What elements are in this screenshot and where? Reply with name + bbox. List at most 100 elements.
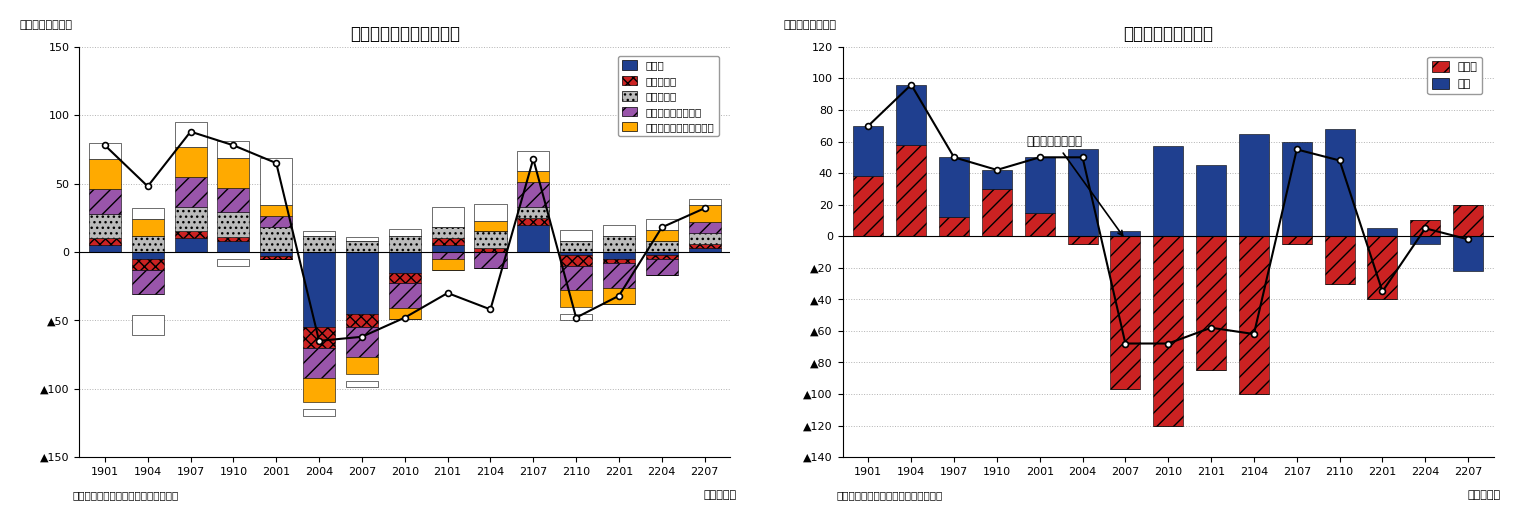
- Bar: [646, 259, 678, 275]
- Text: （資料）総務省統計局「労働力調査」: （資料）総務省統計局「労働力調査」: [73, 490, 179, 500]
- Bar: [260, 256, 292, 259]
- Bar: [646, 252, 678, 255]
- Text: （前年差、万人）: （前年差、万人）: [20, 20, 73, 31]
- Bar: [260, 216, 292, 227]
- Bar: [559, 255, 593, 266]
- Text: （資料）総務省統計局「労働力調査」: （資料）総務省統計局「労働力調査」: [836, 490, 942, 500]
- Bar: [389, 283, 421, 308]
- Bar: [347, 357, 378, 374]
- Bar: [1411, 236, 1441, 244]
- Bar: [389, 252, 421, 272]
- Point: [606, 292, 631, 300]
- Bar: [689, 233, 720, 244]
- Bar: [474, 204, 506, 220]
- Bar: [217, 212, 249, 237]
- Point: [222, 141, 246, 149]
- Bar: [175, 122, 207, 147]
- Bar: [217, 237, 249, 241]
- Bar: [1067, 149, 1097, 236]
- Point: [898, 81, 923, 89]
- Bar: [88, 159, 122, 189]
- Point: [178, 127, 202, 136]
- Bar: [1368, 228, 1397, 236]
- Text: （年・月）: （年・月）: [704, 490, 737, 500]
- Bar: [646, 255, 678, 259]
- Point: [1157, 340, 1181, 348]
- Bar: [88, 245, 122, 252]
- Bar: [603, 252, 635, 259]
- Bar: [217, 141, 249, 158]
- Bar: [432, 252, 464, 259]
- Bar: [982, 189, 1012, 236]
- Bar: [939, 217, 970, 236]
- Bar: [1239, 134, 1269, 236]
- Bar: [559, 252, 593, 255]
- Bar: [689, 205, 720, 222]
- Bar: [474, 252, 506, 268]
- Bar: [559, 290, 593, 307]
- Bar: [302, 409, 334, 416]
- Bar: [432, 207, 464, 227]
- Legend: 製造業, 卸売・小売, 医療・福祉, 宿泊・飲食サービス, 生活関連サービス・娯楽: 製造業, 卸売・小売, 医療・福祉, 宿泊・飲食サービス, 生活関連サービス・娯…: [617, 56, 719, 136]
- Bar: [853, 176, 883, 236]
- Bar: [217, 241, 249, 252]
- Bar: [88, 189, 122, 214]
- Bar: [474, 220, 506, 231]
- Bar: [1111, 236, 1140, 389]
- Bar: [1368, 236, 1397, 300]
- Point: [856, 122, 880, 130]
- Bar: [646, 219, 678, 230]
- Bar: [132, 219, 164, 236]
- Bar: [939, 158, 970, 217]
- Bar: [347, 237, 378, 241]
- Bar: [389, 308, 421, 319]
- Bar: [347, 241, 378, 252]
- Bar: [474, 231, 506, 248]
- Bar: [132, 208, 164, 219]
- Bar: [88, 214, 122, 238]
- Bar: [175, 238, 207, 252]
- Point: [93, 141, 117, 149]
- Bar: [217, 188, 249, 212]
- Bar: [853, 126, 883, 176]
- Bar: [175, 177, 207, 207]
- Bar: [302, 348, 334, 378]
- Legend: 非正規, 正規: 非正規, 正規: [1427, 57, 1482, 94]
- Point: [942, 153, 967, 162]
- Bar: [1067, 236, 1097, 244]
- Point: [479, 305, 503, 314]
- Bar: [603, 288, 635, 304]
- Bar: [88, 142, 122, 159]
- Bar: [559, 314, 593, 320]
- Bar: [217, 158, 249, 188]
- Bar: [1239, 236, 1269, 394]
- Point: [392, 314, 416, 322]
- Bar: [1281, 141, 1312, 236]
- Bar: [347, 252, 378, 314]
- Bar: [559, 230, 593, 241]
- Bar: [132, 252, 164, 259]
- Bar: [1411, 220, 1441, 236]
- Bar: [603, 225, 635, 236]
- Bar: [646, 230, 678, 241]
- Point: [1070, 153, 1094, 162]
- Bar: [897, 85, 926, 145]
- Bar: [132, 236, 164, 252]
- Point: [1028, 153, 1052, 162]
- Text: （年・月）: （年・月）: [1467, 490, 1500, 500]
- Bar: [474, 248, 506, 252]
- Bar: [132, 259, 164, 270]
- Bar: [689, 248, 720, 252]
- Bar: [432, 238, 464, 245]
- Bar: [517, 171, 549, 182]
- Bar: [432, 259, 464, 270]
- Bar: [175, 231, 207, 238]
- Point: [1370, 287, 1394, 295]
- Bar: [897, 145, 926, 236]
- Bar: [517, 182, 549, 207]
- Point: [521, 155, 546, 163]
- Bar: [603, 263, 635, 288]
- Title: 雇用形態別雇用者数: 雇用形態別雇用者数: [1123, 24, 1213, 43]
- Bar: [1196, 236, 1227, 370]
- Bar: [517, 218, 549, 225]
